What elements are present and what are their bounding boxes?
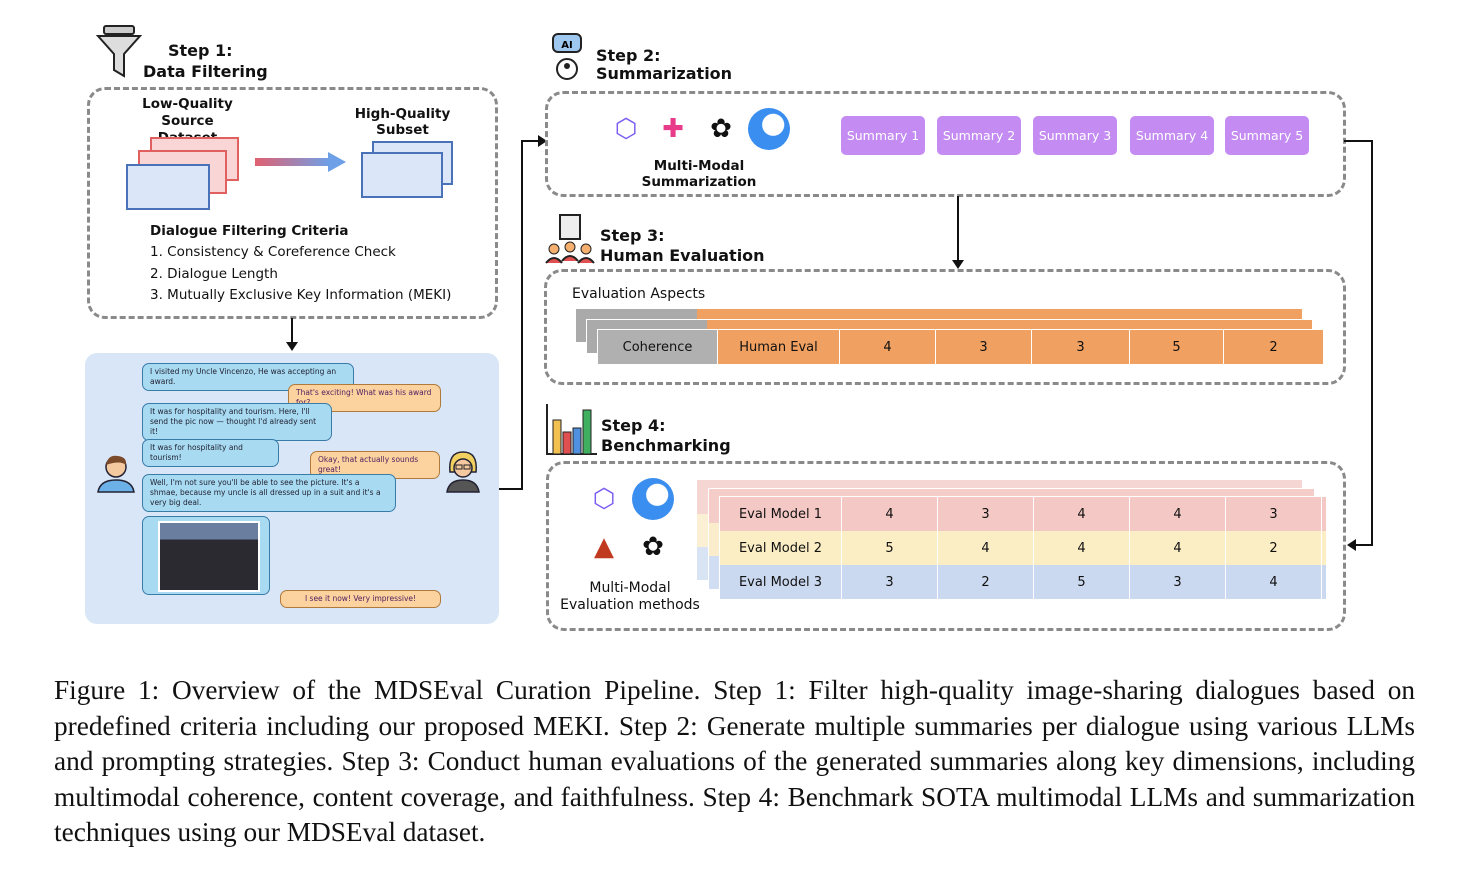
model-cell: Eval Model 2: [720, 531, 842, 565]
dataset-rect: [126, 164, 210, 210]
connector: [291, 318, 293, 343]
llm-logo-icon: [632, 478, 674, 520]
summary-chip: Summary 3: [1033, 116, 1117, 155]
model-cell: Eval Model 3: [720, 565, 842, 599]
human-evaluation-icon: [545, 214, 595, 264]
score-cell: 2: [1226, 531, 1322, 565]
filter-arrow: [255, 158, 330, 166]
score-cell: 4: [938, 531, 1034, 565]
male-avatar-icon: [97, 455, 135, 493]
score-cell: 4: [1034, 497, 1130, 531]
criterion: 2. Dialogue Length: [150, 266, 278, 282]
message-bubble: It was for hospitality and tourism. Here…: [142, 403, 332, 441]
ai-robot-icon: AI: [552, 33, 582, 80]
score-cell: 4: [1130, 497, 1226, 531]
arrow-head: [328, 152, 346, 172]
step3-box: [544, 269, 1346, 385]
step2-subtitle: Summarization: [596, 64, 733, 83]
step3-title: Step 3:: [600, 226, 665, 245]
arrow-head: [538, 135, 547, 147]
image-message: [142, 516, 270, 595]
aspect-cell: Coherence: [598, 330, 718, 364]
openai-logo-icon: ✿: [642, 532, 664, 562]
criterion: 3. Mutually Exclusive Key Information (M…: [150, 287, 452, 303]
subset-label: High-Quality Subset: [354, 106, 451, 138]
evaluation-methods-label: Multi-Modal Evaluation methods: [560, 580, 700, 613]
llm-logo-icon: [748, 108, 790, 150]
step1-subtitle: Data Filtering: [143, 62, 268, 81]
model-cell: Eval Model 1: [720, 497, 842, 531]
score-cell: 4: [842, 497, 938, 531]
summary-chip: Summary 1: [841, 116, 925, 155]
connector: [1355, 544, 1373, 546]
step1-box: [87, 87, 498, 319]
summarization-label: Multi-Modal Summarization: [641, 158, 757, 190]
volcano-logo-icon: ▲: [594, 532, 614, 562]
female-avatar-icon: [446, 451, 480, 493]
score-cell: 5: [1130, 330, 1224, 364]
score-cell: 4: [840, 330, 936, 364]
connector: [1371, 140, 1373, 546]
score-cell: 4: [1034, 531, 1130, 565]
step2-title: Step 2:: [596, 46, 661, 65]
score-cell: 5: [1034, 565, 1130, 599]
evaluator-cell: Human Eval: [718, 330, 840, 364]
benchmark-table: Eval Model 1 4 3 4 4 3 Eval Model 2 5 4 4 4 2 Eval M…: [719, 496, 1326, 600]
gemma-logo-icon: ✚: [662, 114, 684, 144]
summary-chip: Summary 4: [1130, 116, 1214, 155]
step4-box: [546, 461, 1346, 631]
shared-photo: [158, 521, 260, 592]
connector: [499, 488, 522, 490]
connector: [521, 140, 523, 490]
qwen-logo-icon: ⬡: [592, 484, 616, 514]
bar-chart-icon: [546, 404, 597, 455]
score-cell: 4: [1226, 565, 1322, 599]
svg-text:AI: AI: [561, 40, 572, 51]
score-cell: 3: [936, 330, 1032, 364]
message-bubble: Well, I'm not sure you'll be able to see…: [142, 474, 396, 512]
arrow-head: [952, 260, 964, 269]
criteria-title: Dialogue Filtering Criteria: [150, 223, 349, 239]
figure-caption: Figure 1: Overview of the MDSEval Curati…: [54, 675, 1415, 847]
arrow-head: [286, 342, 298, 351]
score-cell: 3: [1130, 565, 1226, 599]
score-cell: 3: [1032, 330, 1130, 364]
connector: [1344, 140, 1373, 142]
score-cell: 3: [1226, 497, 1322, 531]
qwen-logo-icon: ⬡: [614, 114, 638, 144]
openai-logo-icon: ✿: [710, 114, 732, 144]
score-cell: 3: [842, 565, 938, 599]
connector: [521, 140, 539, 142]
score-cell: 5: [842, 531, 938, 565]
score-cell: 2: [1224, 330, 1324, 364]
criterion: 1. Consistency & Coreference Check: [150, 244, 396, 260]
step2-box: [545, 91, 1346, 197]
summary-chip: Summary 2: [937, 116, 1021, 155]
message-bubble: I see it now! Very impressive!: [280, 590, 441, 608]
arrow-head: [1347, 539, 1356, 551]
score-cell: 2: [938, 565, 1034, 599]
step4-title: Step 4:: [601, 416, 666, 435]
subset-rect: [361, 152, 443, 198]
score-cell: 4: [1130, 531, 1226, 565]
step1-title: Step 1:: [168, 41, 233, 60]
summary-chip: Summary 5: [1225, 116, 1309, 155]
connector: [957, 196, 959, 261]
aspects-label: Evaluation Aspects: [572, 286, 706, 302]
step4-subtitle: Benchmarking: [601, 436, 731, 455]
score-cell: 3: [938, 497, 1034, 531]
step3-subtitle: Human Evaluation: [600, 246, 765, 265]
message-bubble: It was for hospitality and tourism!: [142, 439, 279, 467]
funnel-icon: [96, 25, 142, 78]
